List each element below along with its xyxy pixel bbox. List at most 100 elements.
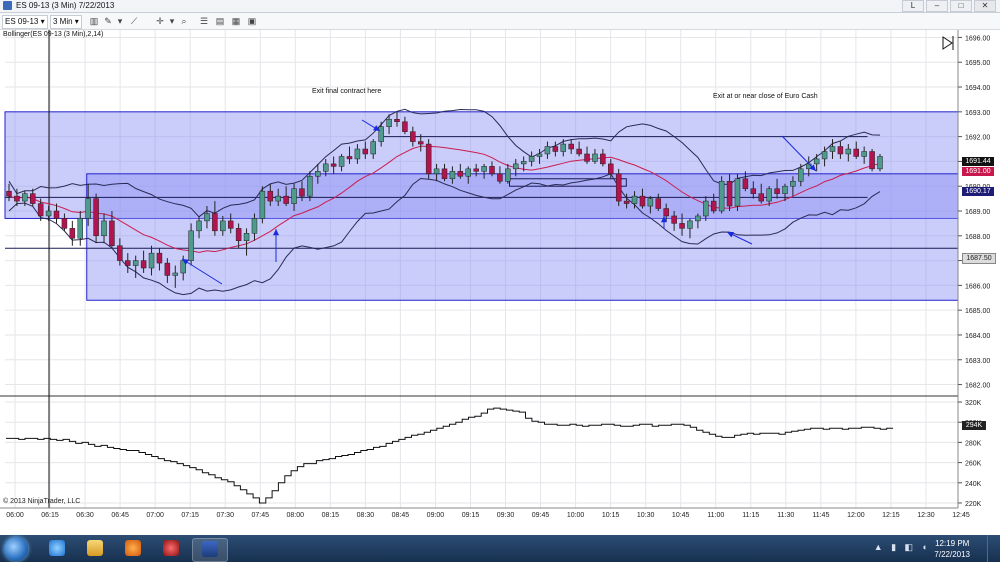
time-tick-label: 07:15 (181, 512, 199, 519)
instrument-selector[interactable]: ES 09-13 ▾ (2, 15, 48, 29)
candle-bull (386, 119, 392, 127)
minimize-button[interactable]: – (926, 0, 948, 12)
time-tick-label: 12:15 (882, 512, 900, 519)
candle-bull (322, 163, 329, 172)
annotation-arrowhead (373, 125, 380, 131)
candle-bear (394, 119, 400, 122)
maximize-button[interactable]: □ (950, 0, 972, 12)
start-button[interactable] (4, 537, 28, 561)
candle-bull (544, 146, 551, 155)
candle-bull (172, 272, 179, 276)
windows-taskbar: ▲ ▮ ◧ ◖ 12:19 PM 7/22/2013 (0, 535, 1000, 562)
candle-bear (346, 156, 353, 160)
time-tick-label: 10:15 (602, 512, 620, 519)
recorder-taskbar-button[interactable] (154, 538, 188, 560)
candle-bear (655, 198, 662, 209)
volume-line (6, 407, 893, 504)
candle-bear (710, 200, 717, 212)
window-titlebar: ES 09-13 (3 Min) 7/22/2013 L – □ ✕ (0, 0, 1000, 13)
candle-bull (766, 188, 772, 202)
candle-bear (742, 178, 749, 189)
candle-bull (251, 218, 258, 234)
candle-bull (132, 260, 139, 266)
candle-bull (77, 218, 84, 239)
interval-selector[interactable]: 3 Min ▾ (50, 15, 82, 29)
time-tick-label: 11:00 (707, 512, 724, 519)
explorer-taskbar-button[interactable] (78, 538, 112, 560)
candle-bear (489, 166, 495, 175)
media-player-taskbar-button[interactable] (116, 538, 150, 560)
candle-bull (85, 198, 91, 219)
time-tick-label: 08:15 (322, 512, 340, 519)
instrument-label: ES 09-13 (5, 17, 39, 26)
explorer-icon (87, 540, 103, 556)
time-tick-label: 10:45 (672, 512, 690, 519)
candle-bear (441, 168, 448, 180)
volume-badge: 294K (962, 421, 986, 430)
properties-icon[interactable]: ☰ (199, 16, 209, 26)
candle-bear (457, 171, 464, 177)
candle-bear (164, 262, 171, 276)
candle-bear (140, 260, 147, 269)
time-tick-label: 06:30 (76, 512, 94, 519)
candle-bull (560, 143, 567, 152)
time-tick-label: 06:45 (111, 512, 129, 519)
candle-bear (61, 218, 68, 229)
price-badge-last: 1691.44 (962, 157, 994, 166)
time-tick-label: 12:30 (917, 512, 935, 519)
indicators-icon[interactable]: ▤ (215, 16, 225, 26)
price-tick-label: 1692.00 (965, 135, 990, 142)
candle-bull (307, 176, 313, 197)
candle-bull (695, 215, 701, 222)
candle-bear (156, 252, 163, 264)
time-tick-label: 06:00 (6, 512, 24, 519)
price-tick-label: 1684.00 (965, 333, 990, 340)
price-tick-label: 1695.00 (965, 60, 990, 67)
candle-bear (568, 143, 574, 150)
candle-bull (378, 126, 384, 142)
show-desktop-button[interactable] (987, 535, 1000, 562)
system-tray-icons[interactable]: ▲ ▮ ◧ ◖ (873, 542, 930, 552)
ninjatrader-taskbar-button[interactable] (192, 538, 228, 562)
price-tick-label: 1682.00 (965, 383, 990, 390)
candle-bear (726, 180, 733, 207)
strategies-icon[interactable]: ▦ (231, 16, 241, 26)
candle-bear (283, 195, 289, 204)
candle-bull (148, 252, 155, 269)
drawing-tool-icon[interactable]: ✎ (104, 16, 112, 26)
candle-bear (869, 151, 875, 170)
time-axis: 06:00 06:15 06:30 06:45 07:00 07:15 07:30 07:45… (0, 507, 970, 519)
link-button[interactable]: L (902, 0, 924, 12)
time-tick-label: 08:30 (357, 512, 375, 519)
candle-bear (623, 200, 630, 204)
data-box-icon[interactable]: ▣ (247, 16, 257, 26)
candle-bull (528, 156, 535, 162)
chevron-down-icon[interactable]: ▾ (117, 16, 123, 26)
candle-bull (592, 153, 598, 162)
candle-bull (782, 185, 788, 194)
crosshair-icon[interactable]: ✛ (156, 16, 164, 26)
time-tick-label: 09:00 (427, 512, 445, 519)
price-tick-label: 1688.00 (965, 234, 990, 241)
clock[interactable]: 12:19 PM 7/22/2013 (934, 538, 970, 560)
ie-icon (49, 540, 65, 556)
clock-date: 7/22/2013 (934, 550, 970, 559)
candle-bear (267, 190, 274, 202)
time-tick-label: 08:00 (287, 512, 305, 519)
candle-bear (497, 173, 503, 182)
close-button[interactable]: ✕ (974, 0, 996, 12)
chevron-down-icon[interactable]: ▾ (169, 16, 175, 26)
chart-area[interactable]: 1696.00 1695.00 1694.00 1693.00 1692.00 1691.… (0, 30, 1000, 535)
candle-bear (837, 146, 844, 155)
candle-bear (37, 203, 44, 217)
candle-bear (299, 188, 305, 197)
annotation-arrowhead (809, 164, 816, 171)
chart-style-icon[interactable]: ▥ (89, 16, 99, 26)
ie-taskbar-button[interactable] (40, 538, 74, 560)
chart-overlay (181, 36, 954, 285)
price-chart[interactable]: 1696.00 1695.00 1694.00 1693.00 1692.00 1691.… (0, 30, 1000, 535)
drawing-tool-icon[interactable]: ⟋ (130, 16, 138, 26)
candle-bull (370, 141, 376, 155)
volume-tick-label: 280K (965, 440, 982, 447)
zoom-icon[interactable]: ⌕ (181, 16, 187, 26)
